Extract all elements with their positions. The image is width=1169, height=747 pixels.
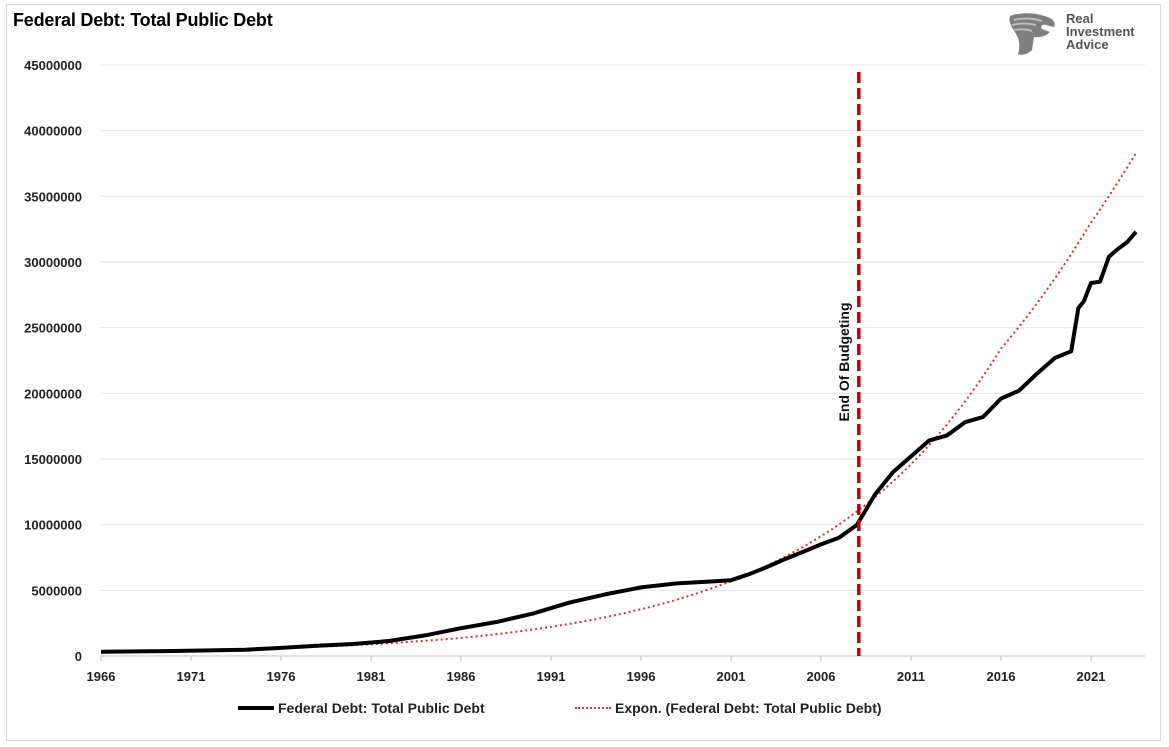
- legend: Federal Debt: Total Public Debt Expon. (…: [0, 700, 1169, 730]
- legend-swatch-dotted: [575, 707, 611, 709]
- x-tick-label: 1966: [87, 669, 116, 684]
- y-tick-label: 30000000: [24, 255, 82, 270]
- legend-swatch-solid: [238, 706, 274, 710]
- chart-title: Federal Debt: Total Public Debt: [13, 10, 273, 30]
- eagle-head-icon: [1009, 13, 1055, 55]
- y-tick-label: 10000000: [24, 518, 82, 533]
- x-tick-label: 1971: [177, 669, 206, 684]
- brand-name: Real Investment Advice: [1066, 12, 1135, 51]
- x-tick-label: 1991: [537, 669, 566, 684]
- y-axis: 0 5000000 10000000 15000000 20000000 25000000…: [24, 58, 82, 664]
- y-tick-label: 35000000: [24, 189, 82, 204]
- series-line-debt: [100, 230, 1138, 654]
- x-tick-label: 1981: [357, 669, 386, 684]
- x-tick-label: 2006: [807, 669, 836, 684]
- series-line-trend: [100, 152, 1137, 654]
- series-layer: [100, 152, 1138, 654]
- x-tick-label: 2016: [987, 669, 1016, 684]
- legend-item-debt: Federal Debt: Total Public Debt: [238, 700, 485, 716]
- gridlines: [101, 64, 1145, 591]
- x-tick-label: 2011: [897, 669, 925, 684]
- line-chart: 0 5000000 10000000 15000000 20000000 25000000…: [24, 58, 1145, 684]
- chart-frame: [6, 4, 1161, 741]
- x-axis: 1966 1971 1976 1981 1986 1991 1996 2001 2006 2011…: [87, 655, 1145, 684]
- x-tick-label: 1996: [627, 669, 656, 684]
- y-tick-label: 20000000: [24, 386, 82, 401]
- y-tick-label: 40000000: [24, 124, 82, 139]
- brand-logo: Real Investment Advice: [1006, 10, 1156, 60]
- annotation-label: End Of Budgeting: [836, 303, 852, 422]
- y-tick-label: 5000000: [31, 583, 82, 598]
- y-tick-label: 45000000: [24, 58, 82, 73]
- x-tick-label: 2001: [717, 669, 746, 684]
- legend-label-debt: Federal Debt: Total Public Debt: [278, 700, 485, 716]
- x-tick-label: 2021: [1077, 669, 1106, 684]
- y-tick-label: 25000000: [24, 321, 82, 336]
- brand-line-3: Advice: [1066, 37, 1109, 52]
- legend-item-trend: Expon. (Federal Debt: Total Public Debt): [575, 700, 882, 716]
- y-tick-label: 15000000: [24, 452, 82, 467]
- x-tick-label: 1986: [447, 669, 476, 684]
- x-tick-label: 1976: [267, 669, 296, 684]
- brand-line-1: Real: [1066, 11, 1094, 26]
- y-tick-label: 0: [75, 649, 82, 664]
- annotation-layer: End Of Budgeting: [836, 72, 861, 656]
- legend-label-trend: Expon. (Federal Debt: Total Public Debt): [615, 700, 882, 716]
- brand-line-2: Investment: [1066, 24, 1135, 39]
